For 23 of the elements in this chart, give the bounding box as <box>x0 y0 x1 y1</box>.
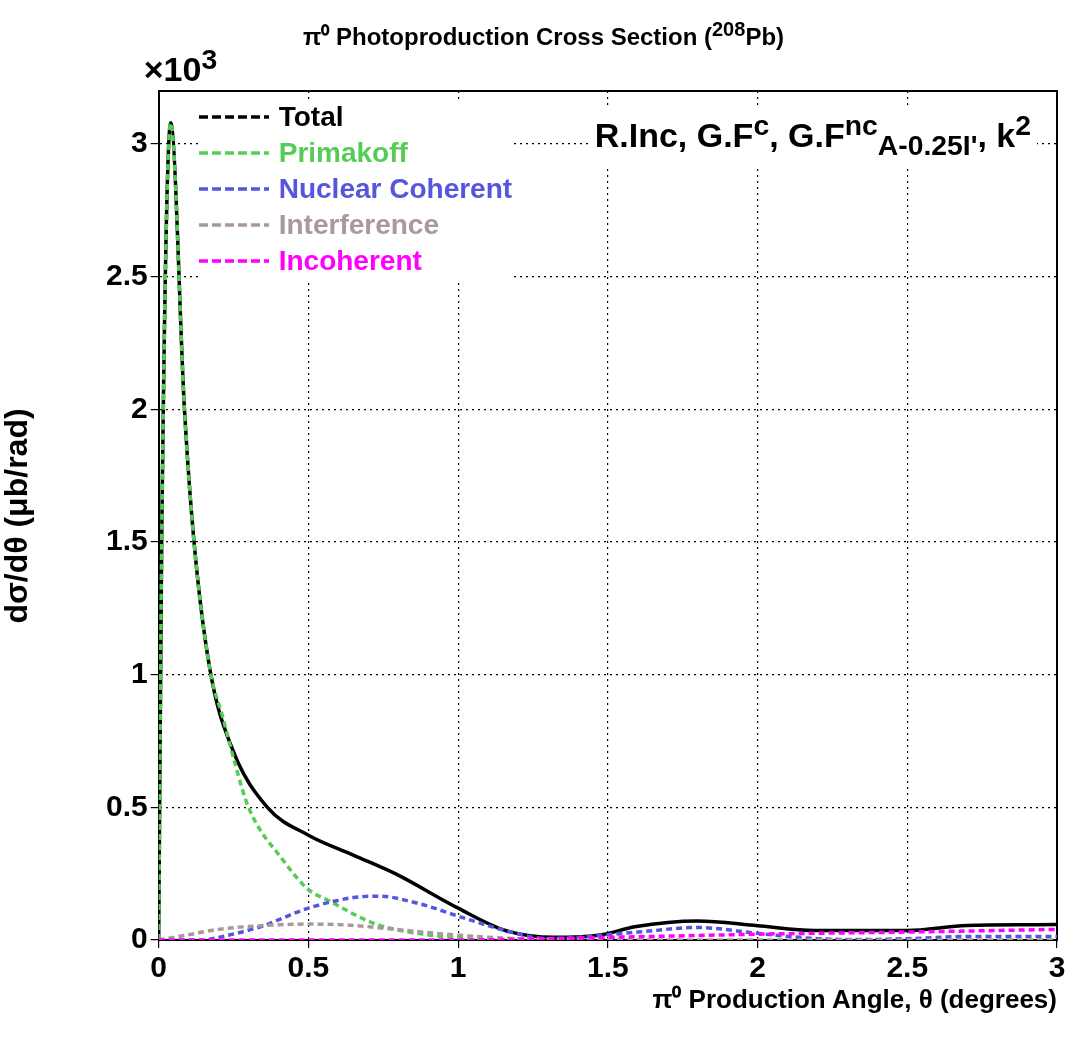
y-tick-label: 2.5 <box>105 257 148 291</box>
x-tick-label: 2.5 <box>886 950 929 984</box>
y-axis-title: dσ/dθ (μb/rad) <box>0 407 35 624</box>
y-tick-label: 3 <box>131 125 148 159</box>
legend-label: Primakoff <box>278 136 408 170</box>
y-tick-label: 1.5 <box>105 523 148 557</box>
legend-label: Interference <box>278 208 439 242</box>
chart-title: π⁰ Photoproduction Cross Section ($^{208}$Pb) <box>302 18 785 50</box>
y-tick-label: 0.5 <box>105 788 148 822</box>
x-tick-label: 1 <box>449 950 467 984</box>
x-tick-label: 1.5 <box>586 950 629 984</box>
legend-label: Total <box>278 100 344 134</box>
annotation: R.Inc, G.F$^{c}$, G.F$^{nc}$$_{A-0.25I'}$, k$^{2}$ <box>588 105 1037 167</box>
y-tick-label: 2 <box>131 390 148 424</box>
legend-label: Nuclear Coherent <box>278 172 513 206</box>
text: ×10$^{3}$ <box>143 43 218 90</box>
y-tick-label: 0 <box>131 921 148 955</box>
legend-label: Incoherent <box>278 244 422 278</box>
x-tick-label: 3 <box>1048 950 1066 984</box>
x-tick-label: 2 <box>749 950 766 984</box>
y-tick-label: 1 <box>131 655 148 689</box>
x-tick-label: 0.5 <box>287 950 330 984</box>
x-axis-title: π⁰ Production Angle, θ (degrees) <box>652 984 1057 1014</box>
